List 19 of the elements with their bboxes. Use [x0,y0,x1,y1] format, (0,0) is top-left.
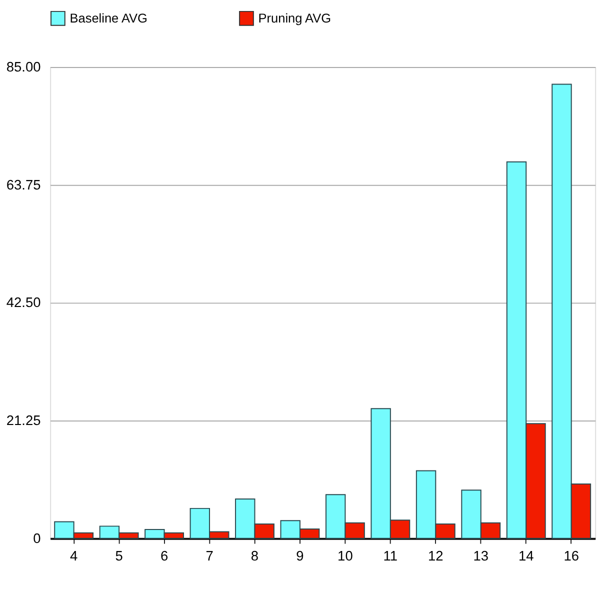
y-tick-label: 85.00 [6,59,42,74]
y-tick-label: 42.50 [6,295,42,310]
legend-label: Pruning AVG [258,10,332,26]
x-tick-label: 8 [250,548,259,564]
x-tick-label: 12 [428,548,444,564]
x-tick-label: 9 [296,548,304,564]
x-tick-label: 6 [160,548,168,564]
x-tick-label: 10 [338,548,354,564]
y-tick-label: 0 [33,530,42,546]
y-tick-label: 21.25 [6,412,42,428]
x-tick-label: 11 [383,548,398,564]
x-tick-label: 13 [473,548,489,564]
x-tick-label: 4 [70,548,78,564]
x-tick-label: 7 [206,548,214,564]
x-tick-label: 16 [564,548,580,564]
x-tick-label: 14 [518,548,534,564]
y-tick-label: 63.75 [6,177,42,192]
legend-label: Baseline AVG [70,10,148,26]
x-tick-label: 5 [115,548,124,564]
